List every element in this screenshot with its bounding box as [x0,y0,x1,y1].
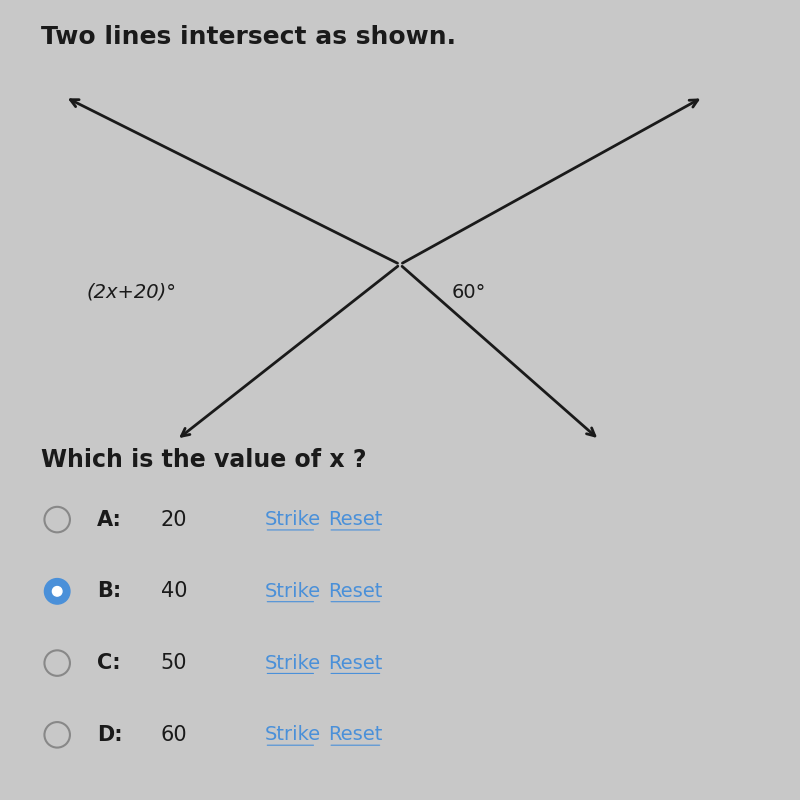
Text: Reset: Reset [328,582,382,601]
Circle shape [45,578,70,604]
Text: Reset: Reset [328,726,382,744]
Text: (2x+20)°: (2x+20)° [86,283,177,302]
Text: Which is the value of x ?: Which is the value of x ? [42,448,366,472]
Text: Strike: Strike [265,654,321,673]
Text: Two lines intersect as shown.: Two lines intersect as shown. [42,26,456,50]
Text: 60: 60 [161,725,187,745]
Text: A:: A: [97,510,122,530]
Text: Strike: Strike [265,582,321,601]
Text: Strike: Strike [265,726,321,744]
Text: 60°: 60° [452,283,486,302]
Text: 40: 40 [161,582,187,602]
Text: D:: D: [97,725,122,745]
Text: Strike: Strike [265,510,321,529]
Circle shape [53,586,62,596]
Text: C:: C: [97,653,121,673]
Text: Reset: Reset [328,510,382,529]
Text: 50: 50 [161,653,187,673]
Text: 20: 20 [161,510,187,530]
Text: B:: B: [97,582,122,602]
Text: Reset: Reset [328,654,382,673]
